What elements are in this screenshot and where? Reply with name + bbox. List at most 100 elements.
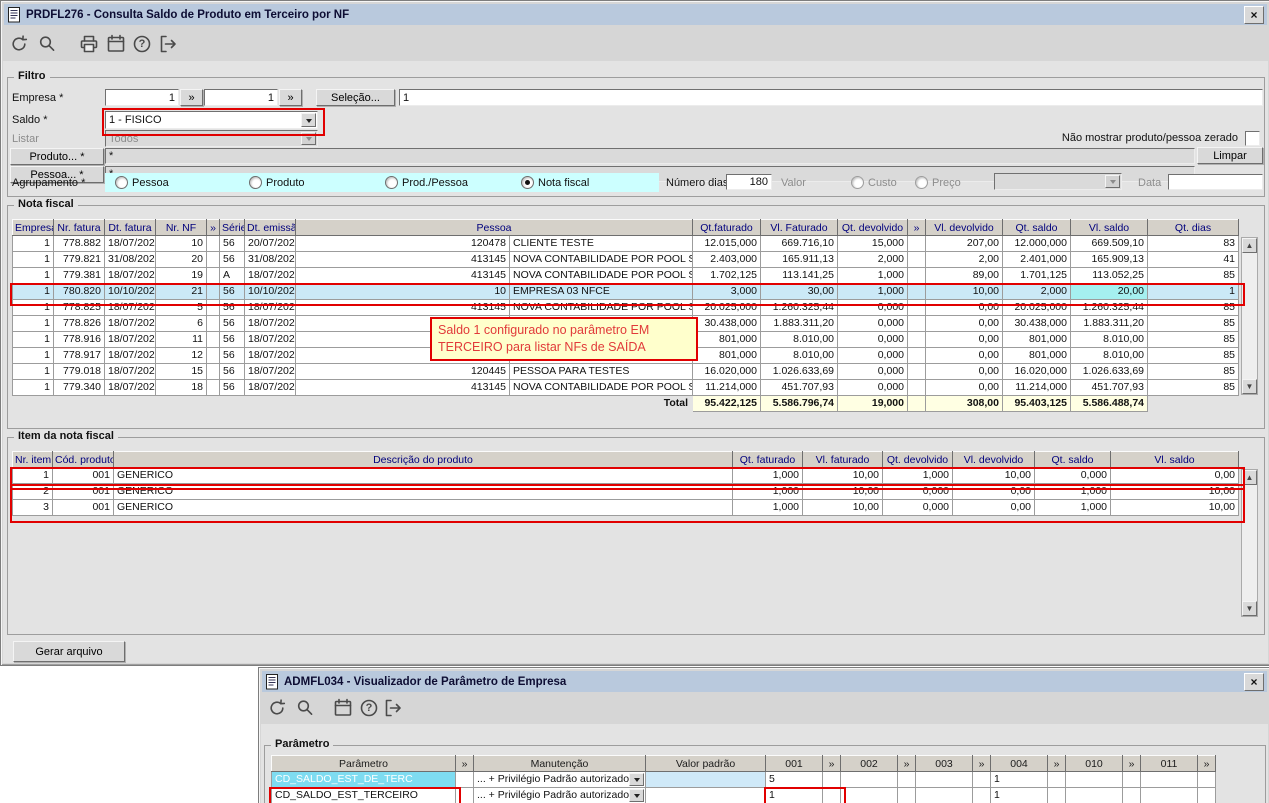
column-header[interactable]: Dt. fatura <box>104 219 156 236</box>
calendar-icon[interactable] <box>104 32 128 56</box>
column-header[interactable]: Vl. devolvido <box>952 451 1035 468</box>
column-header[interactable]: Empresa <box>12 219 54 236</box>
expand-column-button[interactable]: » <box>1122 755 1141 772</box>
scroll-down-icon[interactable]: ▼ <box>1242 601 1257 616</box>
produto-button[interactable]: Produto... * <box>10 148 104 165</box>
search-icon[interactable] <box>35 32 59 56</box>
expand-column-button[interactable]: » <box>897 755 916 772</box>
empresa-from-input[interactable] <box>105 89 179 106</box>
expand-column-button[interactable]: » <box>455 755 474 772</box>
column-header[interactable]: Vl. Faturado <box>760 219 838 236</box>
table-row[interactable]: 1 779.340 18/07/2023 18 56 18/07/2023 413145 NO… <box>12 379 1239 396</box>
column-header[interactable]: Qt. faturado <box>732 451 803 468</box>
data-input[interactable] <box>1168 174 1263 190</box>
column-header[interactable]: Nr. NF <box>155 219 207 236</box>
chevron-down-icon[interactable] <box>301 113 316 127</box>
column-header[interactable]: Qt. dias <box>1147 219 1239 236</box>
scroll-down-icon[interactable]: ▼ <box>1242 379 1257 394</box>
column-header[interactable]: Parâmetro <box>271 755 456 772</box>
help-icon[interactable]: ? <box>130 32 154 56</box>
numero-dias-input[interactable] <box>726 174 772 190</box>
column-header[interactable]: Qt.faturado <box>692 219 761 236</box>
column-header[interactable]: 011 <box>1140 755 1198 772</box>
column-header[interactable]: Qt. devolvido <box>882 451 953 468</box>
empresa-to-expand-button[interactable]: » <box>279 89 302 106</box>
empresa-selection-input[interactable] <box>399 89 1263 106</box>
close-icon[interactable]: × <box>1244 672 1264 691</box>
radio-custo[interactable]: Custo <box>851 176 897 189</box>
column-header[interactable]: 010 <box>1065 755 1123 772</box>
gerar-arquivo-button[interactable]: Gerar arquivo <box>13 641 125 662</box>
table-row[interactable]: 1 001 GENERICO 1,000 10,00 1,000 10,00 0,000 0,0… <box>12 467 1239 484</box>
table-row[interactable]: 1 778.825 18/07/2023 5 56 18/07/2023 413145 NOV… <box>12 299 1239 316</box>
search-icon[interactable] <box>293 696 317 720</box>
undo-icon[interactable] <box>7 32 31 56</box>
expand-column-button[interactable]: » <box>1197 755 1216 772</box>
column-header[interactable]: Valor padrão <box>645 755 766 772</box>
exit-icon[interactable] <box>156 32 180 56</box>
column-header[interactable]: Nr. item <box>12 451 53 468</box>
column-header[interactable]: 002 <box>840 755 898 772</box>
column-header[interactable]: Vl. faturado <box>802 451 883 468</box>
expand-column-button[interactable]: » <box>1047 755 1066 772</box>
column-header[interactable]: Descrição do produto <box>113 451 733 468</box>
exit-icon[interactable] <box>381 696 405 720</box>
column-header[interactable]: Pessoa <box>295 219 693 236</box>
expand-column-button[interactable]: » <box>822 755 841 772</box>
column-header[interactable]: Nr. fatura <box>53 219 105 236</box>
table-row[interactable]: CD_SALDO_EST_DE_TERC ... + Privilégio Pad… <box>271 771 1216 788</box>
column-header[interactable]: Vl. saldo <box>1110 451 1239 468</box>
cell[interactable]: ... + Privilégio Padrão autorizado <box>473 771 646 788</box>
chevron-down-icon[interactable] <box>629 773 644 786</box>
column-header[interactable]: Qt. saldo <box>1002 219 1071 236</box>
column-header[interactable]: Série <box>219 219 245 236</box>
column-header[interactable]: 004 <box>990 755 1048 772</box>
column-header[interactable]: Qt. devolvido <box>837 219 908 236</box>
cell[interactable]: ... + Privilégio Padrão autorizado <box>473 787 646 803</box>
table-row[interactable]: 1 779.821 31/08/2023 20 56 31/08/2023 413145 NO… <box>12 251 1239 268</box>
undo-icon[interactable] <box>265 696 289 720</box>
column-header[interactable]: Manutenção <box>473 755 646 772</box>
empresa-from-expand-button[interactable]: » <box>180 89 203 106</box>
column-header[interactable]: Vl. devolvido <box>925 219 1003 236</box>
table-row[interactable]: 1 780.820 10/10/2023 21 56 10/10/2023 10 EMPRES… <box>12 283 1239 300</box>
empresa-to-input[interactable] <box>204 89 278 106</box>
radio-pessoa[interactable]: Pessoa <box>115 176 169 189</box>
column-header[interactable]: Vl. saldo <box>1070 219 1148 236</box>
window-titlebar[interactable]: PRDFL276 - Consulta Saldo de Produto em … <box>4 4 1267 25</box>
expand-column-button[interactable]: » <box>907 219 926 236</box>
column-header[interactable]: Cód. produto <box>52 451 114 468</box>
radio-nota-fiscal[interactable]: Nota fiscal <box>521 176 589 189</box>
expand-column-button[interactable]: » <box>206 219 220 236</box>
print-icon[interactable] <box>77 32 101 56</box>
radio-pre-o[interactable]: Preço <box>915 176 961 189</box>
expand-column-button[interactable]: » <box>972 755 991 772</box>
table-row[interactable]: 3 001 GENERICO 1,000 10,00 0,000 0,00 1,000 10,0… <box>12 499 1239 516</box>
selecao-button[interactable]: Seleção... <box>316 89 395 106</box>
help-icon[interactable]: ? <box>357 696 381 720</box>
column-header[interactable]: 003 <box>915 755 973 772</box>
radio-prod-pessoa[interactable]: Prod./Pessoa <box>385 176 468 189</box>
calendar-icon[interactable] <box>331 696 355 720</box>
table-row[interactable]: CD_SALDO_EST_TERCEIRO ... + Privilégio Pa… <box>271 787 1216 803</box>
zerado-checkbox[interactable] <box>1245 131 1260 146</box>
chevron-down-icon[interactable] <box>629 789 644 802</box>
table-row[interactable]: 2 001 GENERICO 1,000 10,00 0,000 0,00 1,000 10,0… <box>12 483 1239 500</box>
saldo-combobox[interactable]: 1 - FISICO <box>105 111 318 129</box>
radio-produto[interactable]: Produto <box>249 176 305 189</box>
limpar-button[interactable]: Limpar <box>1197 147 1263 164</box>
table-row[interactable]: 1 779.018 18/07/2023 15 56 18/07/2023 120445 PE… <box>12 363 1239 380</box>
column-header[interactable]: Dt. emissão <box>244 219 296 236</box>
produto-filter-input[interactable] <box>105 148 1195 164</box>
scroll-up-icon[interactable]: ▲ <box>1242 470 1257 485</box>
pessoa-button[interactable]: Pessoa... * <box>10 166 104 183</box>
column-header[interactable]: Qt. saldo <box>1034 451 1111 468</box>
table-row[interactable]: 1 779.381 18/07/2023 19 A 18/07/2023 413145 NOV… <box>12 267 1239 284</box>
scroll-up-icon[interactable]: ▲ <box>1242 238 1257 253</box>
column-header[interactable]: 001 <box>765 755 823 772</box>
item-scrollbar[interactable]: ▲ ▼ <box>1241 469 1258 617</box>
nota-fiscal-scrollbar[interactable]: ▲ ▼ <box>1241 237 1258 395</box>
close-icon[interactable]: × <box>1244 5 1264 24</box>
table-row[interactable]: 1 778.882 18/07/2023 10 56 20/07/2023 120478 CL… <box>12 235 1239 252</box>
window-titlebar[interactable]: ADMFL034 - Visualizador de Parâmetro de … <box>262 671 1267 692</box>
